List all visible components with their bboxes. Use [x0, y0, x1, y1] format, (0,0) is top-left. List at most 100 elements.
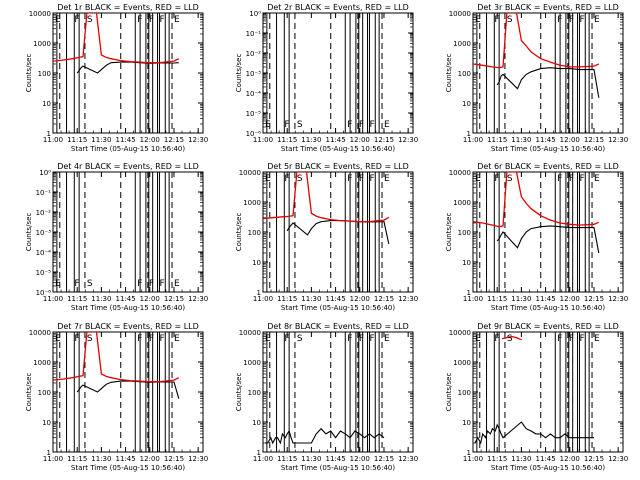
- plot-title: Det 3r BLACK = Events, RED = LLD: [477, 3, 619, 12]
- series-line-lld: [263, 172, 390, 223]
- flag-letter: F: [359, 174, 364, 184]
- y-tick-label: 10: [462, 259, 471, 267]
- y-tick-label: 10⁰: [249, 10, 261, 18]
- x-tick-label: 12:30: [398, 455, 418, 463]
- y-tick-label: 1: [257, 289, 261, 297]
- y-tick-label: 100: [248, 389, 261, 397]
- y-tick-label: 100: [458, 229, 471, 237]
- plot-panel-9: Det 9r BLACK = Events, RED = LLD 1 10 100 10…: [445, 322, 628, 472]
- x-tick-label: 11:15: [277, 455, 297, 463]
- plot-content: [53, 332, 180, 452]
- x-tick-label: 11:00: [253, 295, 273, 303]
- y-tick-label: 1000: [33, 40, 51, 48]
- y-tick-label: 10000: [449, 10, 471, 18]
- flag-letter: F: [580, 15, 585, 25]
- flag-letter: F: [370, 120, 375, 130]
- x-tick-label: 12:00: [560, 455, 580, 463]
- plot-panel-6: Det 6r BLACK = Events, RED = LLD 1 10 100 10…: [445, 162, 628, 312]
- y-axis-label: Counts/sec: [25, 373, 33, 412]
- plot-panel-2: Det 2r BLACK = Events, RED = LLD 10⁻⁶ 10⁻⁵…: [235, 3, 418, 153]
- x-tick-label: 11:15: [487, 455, 507, 463]
- x-tick-label: 11:30: [301, 455, 321, 463]
- series-line-events: [474, 421, 594, 445]
- y-tick-label: 10000: [239, 329, 261, 337]
- x-tick-label: 12:30: [188, 136, 208, 144]
- flag-letter: F: [494, 174, 499, 184]
- x-tick-label: 12:30: [608, 136, 628, 144]
- flag-letter: F: [569, 15, 574, 25]
- x-tick-label: 12:15: [584, 455, 604, 463]
- plot-panel-1: Det 1r BLACK = Events, RED = LLD 1 10 100 10…: [25, 3, 208, 153]
- x-tick-label: 11:30: [91, 295, 111, 303]
- plot-title: Det 2r BLACK = Events, RED = LLD: [267, 3, 409, 12]
- flag-letter: F: [284, 174, 289, 184]
- flag-letter: F: [149, 334, 154, 344]
- x-tick-label: 12:30: [608, 455, 628, 463]
- x-tick-label: 12:15: [164, 136, 184, 144]
- plot-content: [56, 172, 173, 292]
- x-tick-label: 11:00: [43, 136, 63, 144]
- x-axis-label: Start Time (05-Aug-15 10:56:40): [491, 464, 605, 472]
- x-tick-label: 12:15: [374, 295, 394, 303]
- x-tick-label: 11:30: [91, 455, 111, 463]
- x-tick-label: 12:30: [398, 295, 418, 303]
- flag-letter: S: [507, 15, 513, 25]
- y-axis-label: Counts/sec: [25, 213, 33, 252]
- x-axis-label: Start Time (05-Aug-15 10:56:40): [281, 145, 395, 153]
- y-tick-label: 1000: [33, 359, 51, 367]
- x-tick-label: 11:45: [325, 136, 345, 144]
- x-tick-label: 12:00: [560, 136, 580, 144]
- x-tick-label: 11:45: [535, 136, 555, 144]
- x-tick-label: 12:00: [140, 295, 160, 303]
- x-axis-label: Start Time (05-Aug-15 10:56:40): [71, 464, 185, 472]
- plot-panel-5: Det 5r BLACK = Events, RED = LLD 1 10 100 10…: [235, 162, 418, 312]
- flag-letter: F: [284, 120, 289, 130]
- plot-panel-3: Det 3r BLACK = Events, RED = LLD 1 10 100 10…: [445, 3, 628, 153]
- x-tick-label: 11:45: [325, 455, 345, 463]
- plot-content: [266, 13, 383, 133]
- flag-letter: F: [74, 334, 79, 344]
- x-tick-label: 11:15: [277, 295, 297, 303]
- plot-title: Det 7r BLACK = Events, RED = LLD: [57, 322, 199, 331]
- x-tick-label: 12:15: [164, 295, 184, 303]
- plot-title: Det 8r BLACK = Events, RED = LLD: [267, 322, 409, 331]
- flag-letter: F: [494, 334, 499, 344]
- flag-letter: F: [347, 334, 352, 344]
- flag-letter: F: [137, 279, 142, 289]
- flag-letter: E: [475, 334, 481, 344]
- flag-letter: F: [557, 15, 562, 25]
- x-tick-label: 12:00: [350, 136, 370, 144]
- flag-letter: E: [594, 15, 600, 25]
- plot-title: Det 6r BLACK = Events, RED = LLD: [477, 162, 619, 171]
- plot-title: Det 1r BLACK = Events, RED = LLD: [57, 3, 199, 12]
- x-tick-label: 11:00: [253, 136, 273, 144]
- flag-letter: F: [359, 334, 364, 344]
- y-tick-label: 10: [42, 419, 51, 427]
- series-line-lld: [53, 13, 180, 64]
- x-tick-label: 12:30: [608, 295, 628, 303]
- flag-letter: E: [265, 120, 271, 130]
- y-tick-label: 10⁻⁶: [36, 289, 52, 297]
- y-tick-label: 10⁻⁵: [36, 269, 52, 277]
- plot-title: Det 4r BLACK = Events, RED = LLD: [57, 162, 199, 171]
- series-line-lld: [501, 335, 522, 341]
- flag-letter: S: [87, 15, 93, 25]
- plot-content: [53, 13, 180, 133]
- x-axis-label: Start Time (05-Aug-15 10:56:40): [491, 145, 605, 153]
- flag-letter: E: [594, 174, 600, 184]
- flag-letter: F: [137, 15, 142, 25]
- x-tick-label: 11:15: [67, 455, 87, 463]
- flag-letter: S: [507, 334, 513, 344]
- x-tick-label: 12:30: [188, 295, 208, 303]
- flag-letter: F: [370, 334, 375, 344]
- x-tick-label: 12:00: [560, 295, 580, 303]
- y-tick-label: 100: [458, 389, 471, 397]
- x-tick-label: 11:15: [277, 136, 297, 144]
- x-tick-label: 11:00: [43, 295, 63, 303]
- flag-letter: F: [370, 174, 375, 184]
- y-tick-label: 10⁻³: [36, 229, 52, 237]
- y-tick-label: 1000: [243, 199, 261, 207]
- y-tick-label: 1000: [243, 359, 261, 367]
- y-tick-label: 1: [467, 289, 471, 297]
- flag-letter: F: [284, 334, 289, 344]
